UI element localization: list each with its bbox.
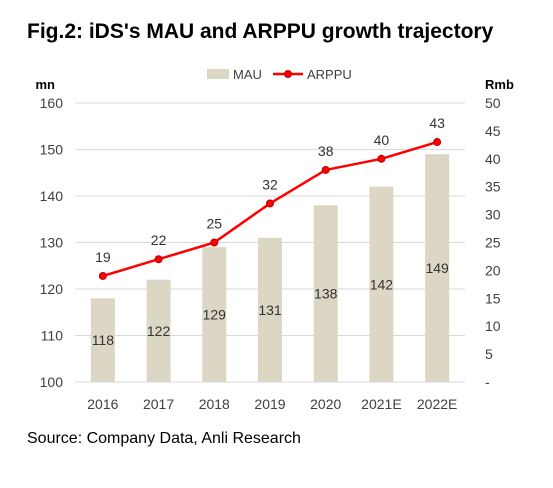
bar-mau-value-label: 149 bbox=[425, 260, 449, 276]
x-tick-label: 2017 bbox=[143, 396, 174, 412]
line-arppu-point bbox=[377, 154, 386, 163]
y-right-unit: Rmb bbox=[485, 77, 514, 92]
line-arppu-point bbox=[98, 271, 107, 280]
x-tick-label: 2021E bbox=[361, 396, 401, 412]
bar-mau bbox=[258, 237, 282, 382]
y-right-tick-label: 10 bbox=[485, 318, 501, 334]
line-arppu-value-label: 32 bbox=[262, 176, 278, 192]
line-arppu-value-label: 40 bbox=[374, 132, 390, 148]
y-right-tick-label: 25 bbox=[485, 235, 501, 251]
x-tick-label: 2019 bbox=[254, 396, 285, 412]
line-arppu-point bbox=[266, 199, 274, 208]
bar-mau bbox=[425, 154, 450, 382]
y-left-tick-label: 100 bbox=[40, 374, 64, 390]
legend-marker-arppu bbox=[284, 70, 292, 78]
bar-mau-value-label: 122 bbox=[147, 323, 171, 339]
y-right-tick-label: 40 bbox=[485, 151, 501, 167]
line-arppu-value-label: 25 bbox=[206, 216, 222, 232]
line-arppu-value-label: 43 bbox=[429, 115, 445, 131]
bar-mau bbox=[202, 247, 227, 382]
y-right-tick-label: - bbox=[485, 374, 490, 390]
line-arppu-point bbox=[154, 255, 163, 264]
y-left-unit: mn bbox=[36, 77, 56, 92]
y-left-tick-label: 110 bbox=[41, 328, 64, 344]
line-arppu-value-label: 22 bbox=[151, 232, 167, 248]
y-left-tick-label: 140 bbox=[40, 188, 64, 204]
x-tick-label: 2018 bbox=[199, 396, 230, 412]
line-arppu-value-label: 38 bbox=[318, 143, 334, 159]
y-right-tick-label: 5 bbox=[485, 346, 493, 362]
bar-mau bbox=[369, 186, 394, 382]
bar-mau-value-label: 138 bbox=[314, 286, 338, 302]
line-arppu-point bbox=[321, 165, 330, 174]
y-left-tick-label: 130 bbox=[40, 235, 64, 251]
y-right-tick-label: 20 bbox=[485, 262, 501, 278]
y-right-tick-label: 30 bbox=[485, 207, 501, 223]
y-right-tick-label: 50 bbox=[485, 95, 501, 111]
y-right-tick-label: 35 bbox=[485, 179, 501, 195]
source-note: Source: Company Data, Anli Research bbox=[27, 430, 301, 447]
bar-mau bbox=[146, 279, 171, 382]
line-arppu-value-label: 19 bbox=[95, 249, 111, 265]
y-right-tick-label: 15 bbox=[485, 290, 501, 306]
x-tick-label: 2020 bbox=[310, 396, 341, 412]
bar-mau-value-label: 142 bbox=[370, 276, 394, 292]
y-left-tick-label: 120 bbox=[40, 281, 64, 297]
y-left-tick-label: 160 bbox=[40, 95, 64, 111]
line-arppu-point bbox=[210, 238, 219, 247]
y-left-tick-label: 150 bbox=[40, 142, 64, 158]
legend-swatch-mau bbox=[207, 69, 229, 79]
legend-label-arppu: ARPPU bbox=[307, 67, 352, 82]
bar-mau bbox=[313, 205, 338, 382]
y-right-tick-label: 45 bbox=[485, 123, 501, 139]
bar-mau-value-label: 131 bbox=[258, 302, 282, 318]
line-arppu-point bbox=[433, 138, 442, 147]
x-tick-label: 2022E bbox=[417, 396, 457, 412]
figure-title: Fig.2: iDS's MAU and ARPPU growth trajec… bbox=[27, 20, 494, 43]
legend-label-mau: MAU bbox=[233, 67, 262, 82]
bar-mau-value-label: 118 bbox=[92, 332, 115, 348]
bar-mau bbox=[90, 298, 115, 382]
x-tick-label: 2016 bbox=[87, 396, 118, 412]
bar-mau-value-label: 129 bbox=[203, 307, 227, 323]
